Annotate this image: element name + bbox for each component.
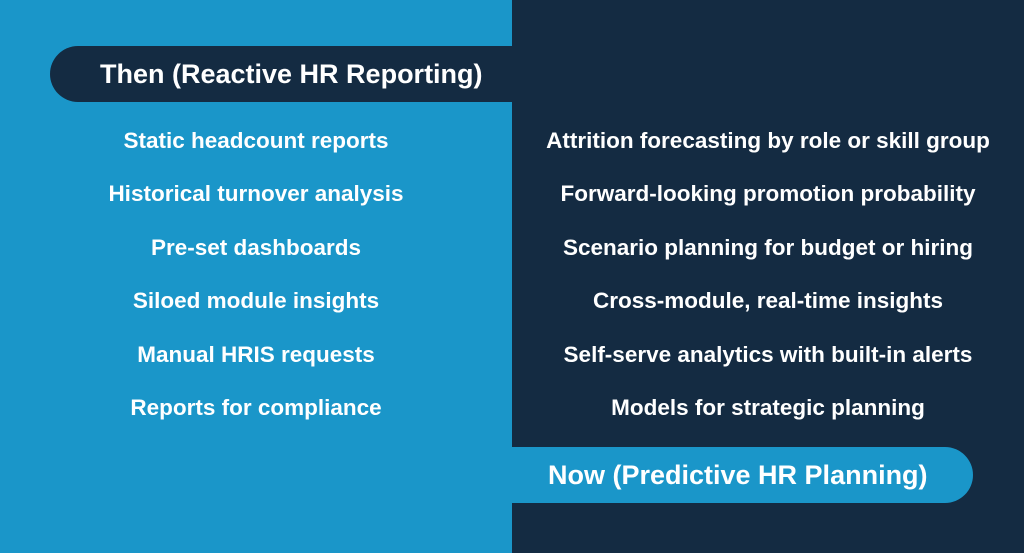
now-title-banner: Now (Predictive HR Planning) bbox=[512, 447, 973, 503]
then-item: Siloed module insights bbox=[132, 288, 380, 314]
then-title: Then (Reactive HR Reporting) bbox=[100, 59, 483, 89]
now-item: Scenario planning for budget or hiring bbox=[563, 234, 973, 260]
now-item: Models for strategic planning bbox=[611, 394, 925, 420]
now-list: Attrition forecasting by role or skill g… bbox=[512, 118, 1024, 438]
now-item: Self-serve analytics with built-in alert… bbox=[563, 341, 973, 367]
then-item: Static headcount reports bbox=[123, 128, 389, 153]
then-item: Reports for compliance bbox=[130, 394, 382, 420]
now-item: Forward-looking promotion probability bbox=[560, 181, 976, 207]
now-item: Cross-module, real-time insights bbox=[592, 288, 944, 314]
then-title-banner: Then (Reactive HR Reporting) bbox=[50, 46, 512, 102]
now-title: Now (Predictive HR Planning) bbox=[548, 460, 928, 490]
then-item: Historical turnover analysis bbox=[108, 181, 404, 207]
then-item: Pre-set dashboards bbox=[150, 234, 362, 260]
now-item: Attrition forecasting by role or skill g… bbox=[546, 128, 990, 153]
then-list: Static headcount reports Historical turn… bbox=[0, 118, 512, 438]
then-item: Manual HRIS requests bbox=[137, 341, 375, 367]
